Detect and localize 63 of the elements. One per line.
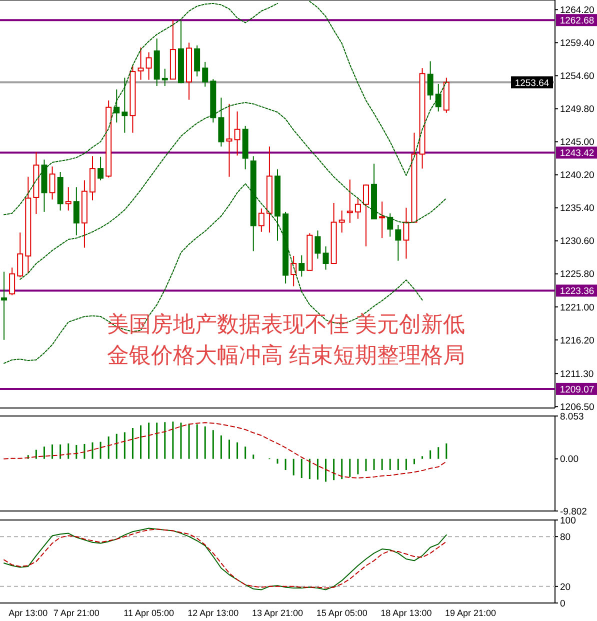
- x-tick-label: 11 Apr 05:00: [124, 608, 174, 618]
- y-tick-label: 1230.60: [560, 236, 594, 248]
- candlestick: [81, 180, 88, 248]
- candlestick: [266, 146, 272, 234]
- candlestick: [427, 60, 434, 100]
- candlestick: [338, 210, 345, 234]
- candlestick: [114, 88, 120, 123]
- candlestick: [419, 68, 426, 170]
- y-tick-label: -9.802: [560, 506, 587, 518]
- y-tick-label: 100: [560, 515, 576, 526]
- candlestick: [395, 224, 402, 262]
- candlestick: [65, 186, 72, 212]
- annotation: 金银价格大幅冲高 结束短期整理格局: [106, 342, 466, 368]
- candlestick: [258, 208, 264, 232]
- y-tick-label: 1225.80: [560, 269, 594, 280]
- y-tick-label: 1206.50: [560, 402, 594, 414]
- y-tick-label: 1240.20: [560, 170, 594, 182]
- candlestick: [346, 179, 353, 224]
- candlestick: [154, 38, 160, 87]
- ref-line-label: 1253.64: [514, 78, 550, 89]
- y-tick-label: 20: [560, 582, 571, 593]
- candlestick: [41, 159, 48, 212]
- candlestick: [226, 103, 232, 178]
- candlestick: [403, 207, 410, 260]
- y-tick-label: 0.00: [560, 454, 578, 466]
- candlestick: [33, 152, 40, 214]
- y-tick-label: 1216.20: [560, 335, 594, 346]
- x-tick-label: Apr 13:00: [8, 608, 48, 618]
- y-tick-label: 1259.40: [560, 38, 594, 50]
- candlestick: [138, 46, 144, 80]
- candlestick: [90, 156, 96, 201]
- y-tick-label: 0: [560, 598, 566, 610]
- y-tick-label: 1221.00: [560, 302, 594, 314]
- y-tick-label: 1254.60: [560, 71, 594, 82]
- candlestick: [1, 271, 8, 340]
- x-tick-label: 7 Apr 21:00: [53, 608, 100, 618]
- x-tick-label: 12 Apr 13:00: [188, 608, 239, 618]
- candlestick: [98, 156, 104, 181]
- candlestick: [122, 77, 128, 134]
- x-tick-label: 19 Apr 21:00: [445, 608, 496, 618]
- candlestick: [186, 42, 192, 100]
- y-tick-label: 1235.40: [560, 203, 594, 214]
- ref-line-label: 1209.07: [560, 384, 594, 396]
- y-tick-label: 1211.30: [560, 369, 594, 380]
- x-tick-label: 15 Apr 05:00: [316, 608, 368, 618]
- candlestick: [57, 172, 64, 212]
- y-tick-label: 8.053: [560, 411, 584, 422]
- candlestick: [73, 186, 80, 236]
- candlestick: [146, 52, 152, 80]
- ref-line-label: 1243.42: [560, 148, 594, 160]
- candlestick: [379, 201, 386, 239]
- x-tick-label: 13 Apr 21:00: [252, 608, 304, 618]
- ref-line-label: 1262.68: [560, 16, 594, 27]
- line-series: [4, 422, 447, 478]
- y-tick-label: 80: [560, 532, 571, 543]
- y-tick-label: 1249.80: [560, 104, 594, 116]
- candlestick: [25, 176, 32, 274]
- candlestick: [234, 110, 240, 156]
- y-tick-label: 1264.20: [560, 5, 594, 16]
- x-tick-label: 18 Apr 13:00: [380, 608, 432, 618]
- y-tick-label: 1245.00: [560, 137, 594, 148]
- candlestick: [49, 166, 56, 200]
- ref-line-label: 1223.36: [560, 286, 594, 298]
